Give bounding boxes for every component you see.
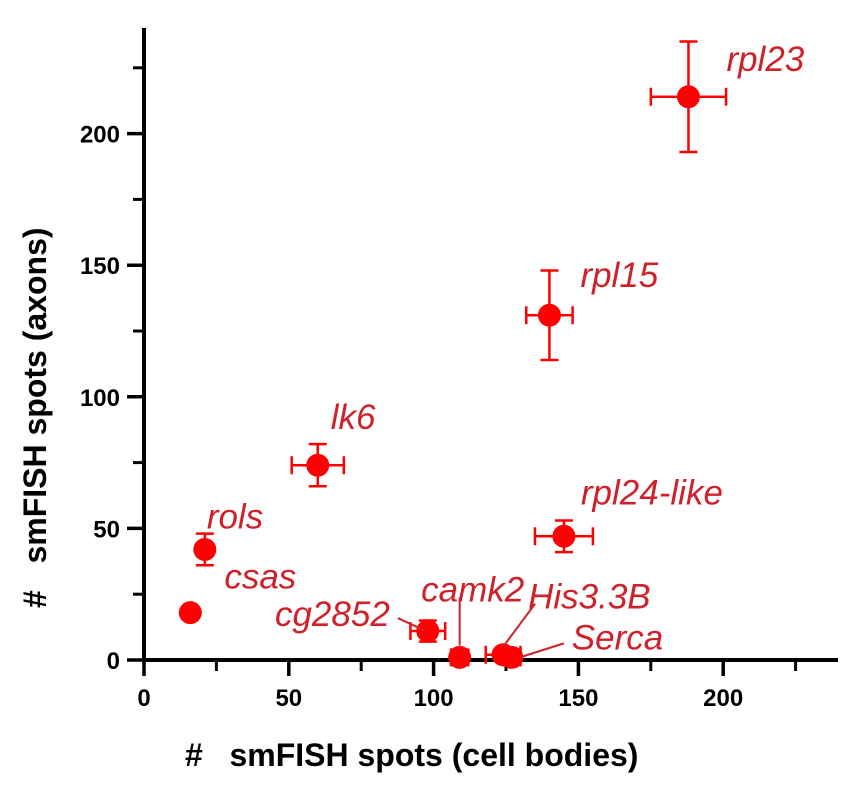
point-label-rpl23: rpl23 <box>726 40 804 79</box>
x-tick-label: 150 <box>558 685 598 712</box>
point-label-rols: rols <box>207 497 263 536</box>
data-point-camk2 <box>448 645 472 669</box>
y-tick-label: 50 <box>93 516 120 543</box>
data-point-rpl24-like <box>533 519 595 554</box>
marker <box>178 601 202 625</box>
marker <box>676 85 700 109</box>
marker <box>537 303 561 327</box>
marker <box>416 619 440 643</box>
point-label-rpl24-like: rpl24-like <box>581 473 723 512</box>
marker <box>448 645 472 669</box>
data-point-Serca <box>500 645 524 669</box>
point-label-rpl15: rpl15 <box>580 256 658 295</box>
y-tick-label: 100 <box>80 385 120 412</box>
point-label-Serca: Serca <box>572 618 663 657</box>
point-label-cg2852: cg2852 <box>275 595 390 634</box>
leader-line <box>502 603 536 648</box>
point-label-lk6: lk6 <box>331 398 376 437</box>
data-point-rols <box>193 532 217 567</box>
data-point-rpl15 <box>525 269 574 362</box>
y-tick-label: 0 <box>107 648 120 675</box>
y-axis-title: # smFISH spots (axons) <box>17 227 53 608</box>
data-point-csas <box>178 601 202 625</box>
data-point-cg2852 <box>409 619 447 643</box>
x-tick-label: 100 <box>414 685 454 712</box>
data-points <box>178 40 728 669</box>
x-tick-label: 200 <box>703 685 743 712</box>
marker <box>552 524 576 548</box>
marker <box>306 453 330 477</box>
data-point-lk6 <box>290 442 346 488</box>
x-tick-label: 0 <box>137 685 150 712</box>
marker <box>193 537 217 561</box>
data-point-rpl23 <box>649 40 728 154</box>
y-tick-label: 150 <box>80 253 120 280</box>
point-label-camk2: camk2 <box>421 570 524 609</box>
x-axis-title: # smFISH spots (cell bodies) <box>185 737 638 773</box>
x-tick-label: 50 <box>275 685 302 712</box>
y-tick-label: 200 <box>80 122 120 149</box>
leader-line <box>397 617 427 632</box>
point-label-His3.3B: His3.3B <box>528 578 651 617</box>
marker <box>500 645 524 669</box>
point-label-csas: csas <box>224 558 296 597</box>
leader-line <box>519 642 565 659</box>
